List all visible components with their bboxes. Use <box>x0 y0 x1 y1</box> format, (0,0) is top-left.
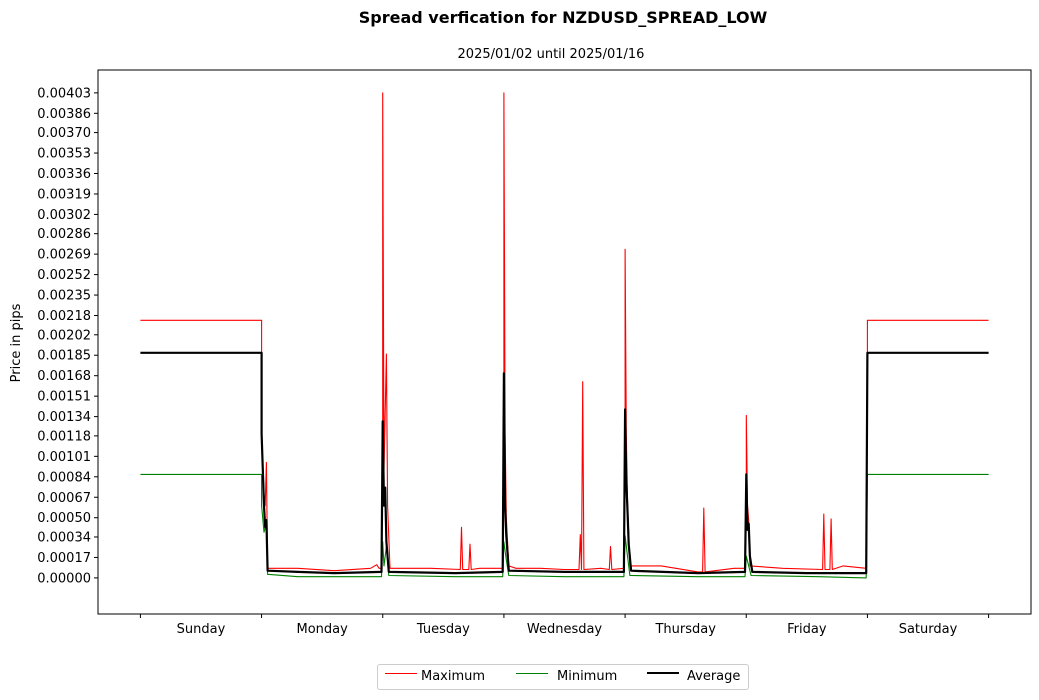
series-layer <box>140 92 989 579</box>
x-tick-label: Tuesday <box>416 622 470 637</box>
x-tick-label: Friday <box>787 622 827 637</box>
y-tick-label: 0.00252 <box>37 268 91 283</box>
y-tick-label: 0.00134 <box>37 410 91 425</box>
legend: Maximum Minimum Average <box>377 664 749 690</box>
y-ticks: 0.00000 0.00017 0.00034 0.00050 0.00067 0.000… <box>37 86 98 586</box>
y-tick-label: 0.00336 <box>37 167 91 182</box>
y-tick-label: 0.00403 <box>37 86 91 101</box>
series-line-minimum <box>140 473 989 579</box>
y-tick-label: 0.00000 <box>37 571 91 586</box>
legend-swatch-average <box>647 672 679 674</box>
x-tick-label: Monday <box>296 622 348 637</box>
y-tick-label: 0.00050 <box>37 511 91 526</box>
y-tick-label: 0.00118 <box>37 429 91 444</box>
series-line-maximum <box>140 92 989 573</box>
chart-subtitle: 2025/01/02 until 2025/01/16 <box>458 47 645 62</box>
y-tick-label: 0.00168 <box>37 369 91 384</box>
legend-swatch-maximum <box>385 673 417 674</box>
y-tick-label: 0.00185 <box>37 349 91 364</box>
x-tick-label: Saturday <box>899 622 958 637</box>
x-tick-label: Wednesday <box>527 622 603 637</box>
y-tick-label: 0.00017 <box>37 551 91 566</box>
y-tick-label: 0.00286 <box>37 227 91 242</box>
y-tick-label: 0.00101 <box>37 450 91 465</box>
series-line-average <box>140 351 989 575</box>
y-tick-label: 0.00353 <box>37 147 91 162</box>
legend-label-average: Average <box>687 669 741 684</box>
y-tick-label: 0.00084 <box>37 470 91 485</box>
legend-label-minimum: Minimum <box>557 669 618 684</box>
y-tick-label: 0.00269 <box>37 248 91 263</box>
x-tick-label: Sunday <box>177 622 226 637</box>
y-tick-label: 0.00370 <box>37 126 91 141</box>
x-tick-label: Thursday <box>654 622 716 637</box>
y-axis-label: Price in pips <box>9 303 24 382</box>
y-tick-label: 0.00067 <box>37 491 91 506</box>
x-ticks: Sunday Monday Tuesday Wednesday Thursday Frid… <box>139 614 990 637</box>
y-tick-label: 0.00319 <box>37 187 91 202</box>
legend-swatch-minimum <box>516 673 548 674</box>
y-tick-label: 0.00151 <box>37 390 91 405</box>
y-tick-label: 0.00302 <box>37 208 91 223</box>
plot-frame <box>97 69 1032 615</box>
y-tick-label: 0.00235 <box>37 289 91 304</box>
y-tick-label: 0.00034 <box>37 530 91 545</box>
y-tick-label: 0.00202 <box>37 328 91 343</box>
y-tick-label: 0.00218 <box>37 309 91 324</box>
y-tick-label: 0.00386 <box>37 107 91 122</box>
legend-label-maximum: Maximum <box>421 669 486 684</box>
chart-title: Spread verfication for NZDUSD_SPREAD_LOW <box>359 8 768 27</box>
